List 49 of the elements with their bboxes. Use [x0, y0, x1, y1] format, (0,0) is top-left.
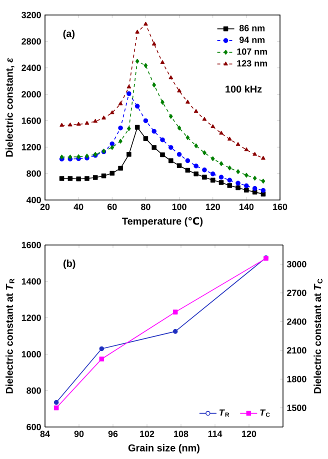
x-tick-label: 20: [40, 204, 50, 210]
x-tick-label: 84: [40, 430, 50, 438]
y-tick-label: 1600: [22, 242, 41, 248]
legend-label: 123 nm: [237, 60, 268, 67]
y-tick-label: 1000: [22, 351, 41, 358]
legend-label: 107 nm: [237, 48, 268, 55]
x-tick-label: 108: [174, 430, 188, 438]
x-tick-label: 160: [273, 204, 288, 210]
y2-tick-label: 2100: [287, 347, 306, 354]
y-tick-label: 1600: [22, 118, 41, 124]
y2-tick-label: 2700: [287, 290, 306, 296]
x-tick-label: 40: [74, 204, 84, 210]
x-tick-label: 100: [172, 204, 186, 210]
annotation: 100 kHz: [226, 85, 262, 93]
x-tick-label: 102: [140, 430, 154, 438]
y-tick-label: 1200: [22, 314, 41, 321]
x-tick-label: 60: [107, 204, 117, 210]
y-tick-label: 1400: [22, 278, 41, 285]
legend-label: 86 nm: [239, 24, 265, 32]
y-tick-label: 2400: [22, 64, 41, 72]
x-tick-label: 90: [74, 430, 84, 438]
y-tick-label: 1200: [22, 144, 41, 150]
y-tick-label: 2800: [22, 38, 41, 45]
y-axis-title: Dielectric constant, ε: [6, 58, 14, 157]
y-tick-label: 800: [26, 170, 41, 177]
y-tick-label: 800: [26, 387, 41, 394]
y2-tick-label: 1500: [287, 404, 306, 412]
y-tick-label: 2000: [22, 91, 41, 98]
x-tick-label: 114: [208, 430, 222, 437]
x-axis-title: Grain size (nm): [128, 444, 200, 454]
legend-label: 94 nm: [239, 36, 265, 44]
annotation: (a): [63, 30, 75, 40]
x-tick-label: 96: [108, 430, 118, 438]
y-axis-title: Dielectric constant at T$_{R}$: [6, 278, 14, 394]
x-tick-label: 120: [242, 430, 256, 438]
legend-label: T$_{R}$: [219, 409, 230, 417]
y2-tick-label: 2400: [287, 318, 306, 325]
annotation: (b): [64, 260, 76, 269]
x-axis-title: Temperature (℃): [122, 217, 203, 227]
x-tick-label: 140: [240, 204, 254, 210]
y2-tick-label: 1800: [287, 376, 306, 382]
y2-tick-label: 3000: [286, 260, 306, 268]
y-tick-label: 3200: [22, 12, 41, 18]
y-tick-label: 400: [26, 196, 41, 204]
x-tick-label: 80: [141, 204, 150, 210]
y-tick-label: 600: [26, 424, 41, 430]
legend-label: T$_{C}$: [260, 409, 270, 417]
y2-axis-title: Dielectric constant at T$_{C}$: [314, 278, 322, 394]
x-tick-label: 120: [206, 204, 220, 210]
